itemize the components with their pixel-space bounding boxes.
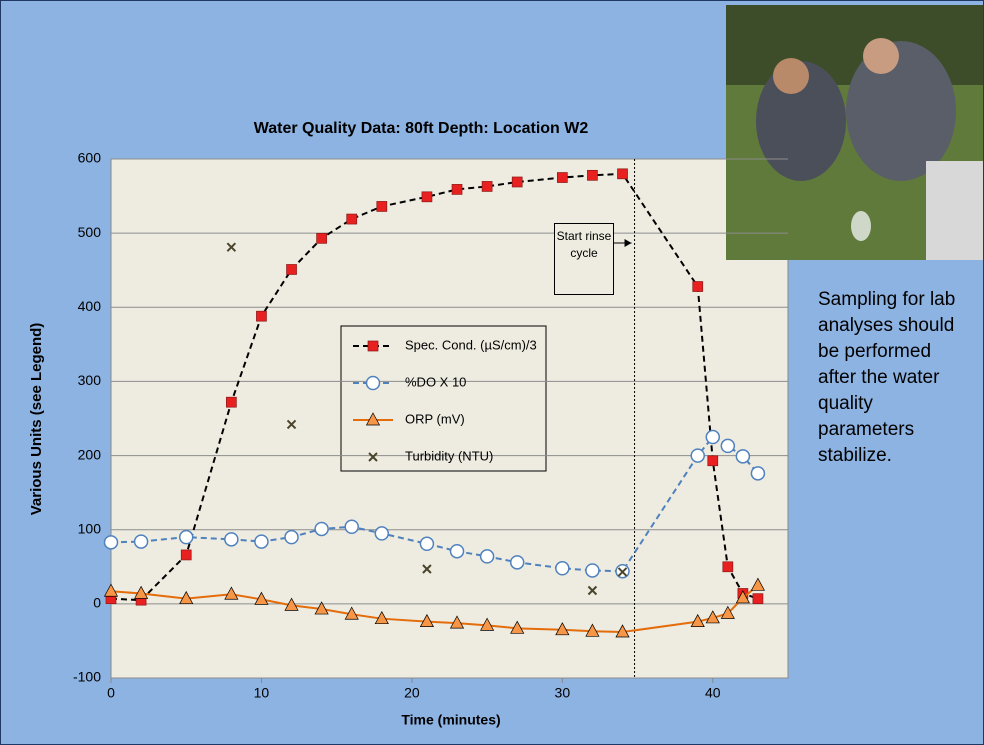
y-tick-label: 300 [78,372,102,388]
marker [254,591,269,605]
marker [422,564,432,574]
marker [180,549,192,561]
y-tick-label: 600 [78,150,102,166]
marker [134,585,149,599]
marker [556,172,568,183]
marker [103,535,119,550]
marker [374,610,389,625]
marker [419,613,435,628]
marker [178,529,194,545]
marker [510,620,525,634]
marker [555,561,570,576]
marker [284,529,299,545]
x-axis-label: Time (minutes) [401,712,500,728]
marker [254,534,269,549]
marker [224,532,239,547]
marker [226,396,237,408]
marker [587,585,598,596]
marker [735,449,751,464]
marker [722,561,734,573]
marker [368,452,378,462]
marker [735,590,750,604]
marker [367,340,379,352]
marker [615,624,630,638]
marker [692,281,704,292]
y-tick-label: -100 [73,669,101,685]
marker [224,586,239,600]
legend-label: Turbidity (NTU) [405,448,493,463]
marker [690,613,705,628]
marker [705,610,720,624]
y-tick-label: 200 [78,446,102,462]
x-tick-label: 20 [404,685,420,701]
y-tick-label: 0 [93,595,101,611]
marker [587,169,598,181]
marker [720,438,736,454]
marker [511,176,523,188]
marker [344,606,359,620]
marker [451,184,463,195]
marker [344,519,359,534]
marker [750,577,765,591]
x-tick-label: 10 [254,685,270,701]
marker [555,622,570,636]
marker [705,429,721,445]
photo [726,5,983,260]
marker [707,455,719,467]
marker [286,419,297,430]
marker [286,264,297,275]
chart-title: Water Quality Data: 80ft Depth: Location… [254,120,589,137]
marker [365,375,381,391]
marker [314,521,329,537]
legend-label: Spec. Cond. (µS/cm)/3 [405,337,537,352]
x-tick-label: 40 [705,685,721,701]
x-tick-label: 0 [107,685,115,701]
marker [480,617,495,631]
marker [346,213,358,225]
marker [750,466,766,481]
marker [752,593,764,605]
marker [314,601,329,615]
marker [284,597,299,611]
marker [316,232,327,244]
marker [374,526,390,541]
marker [617,168,628,180]
marker [421,191,433,203]
marker [585,563,600,578]
marker [720,605,735,619]
marker [690,448,705,463]
marker [365,412,381,426]
y-tick-label: 500 [78,224,102,240]
marker [509,555,525,570]
marker [481,181,493,192]
marker [179,590,194,605]
annotation-arrowhead [624,239,632,247]
marker [585,623,600,637]
side-note: Sampling for lab analyses should be perf… [818,289,956,466]
marker [449,543,465,559]
legend-label: %DO X 10 [405,374,466,389]
y-tick-label: 400 [78,298,102,314]
legend-label: ORP (mV) [405,411,465,426]
y-tick-label: 100 [78,520,102,536]
y-axis-label: Various Units (see Legend) [28,323,45,516]
marker [419,536,435,552]
series-line [110,172,759,602]
x-tick-label: 30 [555,685,571,701]
marker [226,242,237,252]
marker [479,549,495,564]
marker [256,310,267,322]
marker [133,534,149,549]
marker [103,583,119,597]
annotation: Start rinse cycle [554,223,614,295]
marker [617,567,628,577]
marker [376,201,388,212]
marker [449,615,465,629]
